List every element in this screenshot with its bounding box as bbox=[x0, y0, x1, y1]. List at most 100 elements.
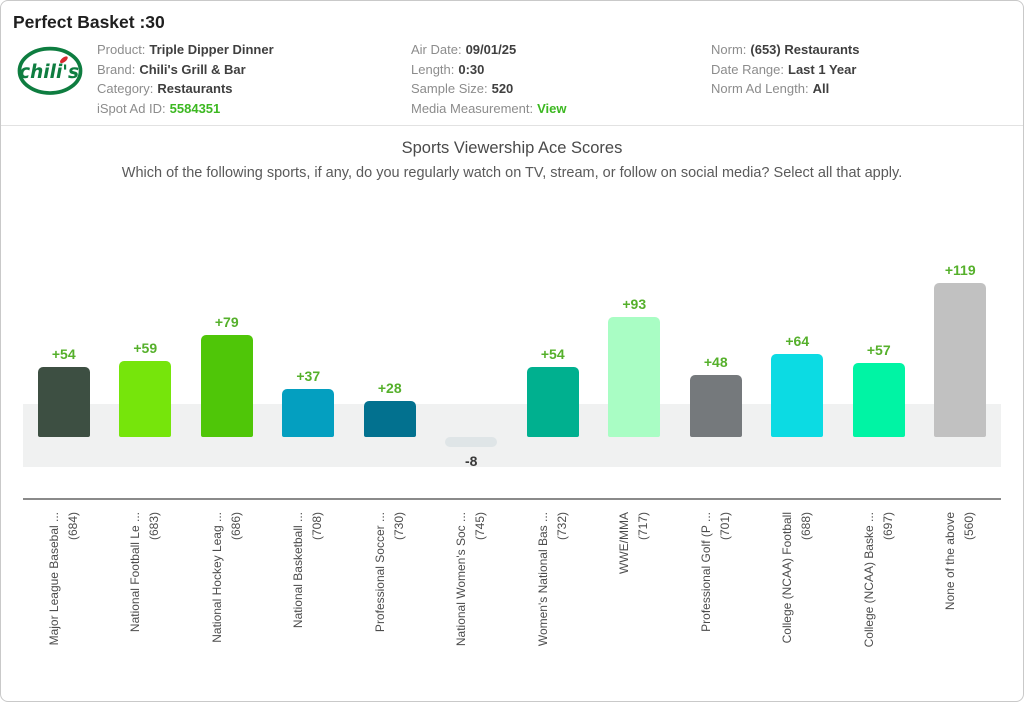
bar-7 bbox=[608, 317, 661, 437]
x-axis-label: National Basketball ... (708) bbox=[289, 512, 327, 662]
bar-value-label: +59 bbox=[133, 340, 158, 356]
category-name: National Football Le ... bbox=[128, 512, 143, 633]
bar-5 bbox=[445, 437, 498, 447]
x-axis-label: Women's National Bas ... (732) bbox=[534, 512, 572, 662]
ad-info-panel: chili's Product: Triple Dipper Dinner Bra… bbox=[13, 40, 1009, 118]
bar-3 bbox=[282, 389, 335, 437]
bar-1 bbox=[119, 361, 172, 437]
bar-value-label: +37 bbox=[296, 368, 321, 384]
media-measurement-view-link[interactable]: View bbox=[537, 100, 567, 116]
field-value: Chili's Grill & Bar bbox=[139, 61, 246, 77]
field-value: Last 1 Year bbox=[788, 61, 857, 77]
header: Perfect Basket :30 chili's Product: Tripl… bbox=[1, 1, 1023, 126]
info-row: Sample Size: 520 bbox=[411, 79, 711, 99]
norm-range-band bbox=[23, 404, 1001, 467]
category-count: (745) bbox=[473, 512, 488, 541]
x-label-slot-0: Major League Basebal ... (684) bbox=[23, 502, 105, 670]
info-row: Norm Ad Length: All bbox=[711, 79, 1009, 99]
chart-section: Sports Viewership Ace Scores Which of th… bbox=[1, 137, 1023, 670]
bar-slot-0: +54 bbox=[23, 250, 105, 498]
info-row: Brand: Chili's Grill & Bar bbox=[97, 60, 411, 80]
bar-11 bbox=[934, 283, 987, 437]
bar-value-label: +54 bbox=[540, 346, 565, 362]
bar-value-label: +28 bbox=[377, 380, 402, 396]
field-label: Norm: bbox=[711, 42, 747, 57]
bar-slot-7: +93 bbox=[594, 250, 676, 498]
category-count: (732) bbox=[554, 512, 569, 541]
bar-value-label: +54 bbox=[51, 346, 76, 362]
page-title: Perfect Basket :30 bbox=[13, 12, 165, 32]
info-col-airing: Air Date: 09/01/25 Length: 0:30 Sample Siz… bbox=[411, 40, 711, 118]
x-axis-label: College (NCAA) Baske ... (697) bbox=[860, 512, 898, 662]
chilis-logo-icon: chili's bbox=[17, 46, 83, 95]
chart-title: Sports Viewership Ace Scores bbox=[401, 139, 623, 157]
info-row: Norm: (653) Restaurants bbox=[711, 40, 1009, 60]
x-label-slot-9: College (NCAA) Football (688) bbox=[757, 502, 839, 670]
info-row: Media Measurement: View bbox=[411, 99, 711, 119]
bar-slot-2: +79 bbox=[186, 250, 268, 498]
category-count: (730) bbox=[391, 512, 406, 541]
bar-9 bbox=[771, 354, 824, 437]
x-axis-label: National Women's Soc ... (745) bbox=[452, 512, 490, 662]
x-label-slot-5: National Women's Soc ... (745) bbox=[431, 502, 513, 670]
x-axis-label: Professional Golf (P ... (701) bbox=[697, 512, 735, 662]
category-name: National Hockey Leag ... bbox=[209, 512, 224, 643]
info-row: Date Range: Last 1 Year bbox=[711, 60, 1009, 80]
info-col-product: Product: Triple Dipper Dinner Brand: Chili… bbox=[97, 40, 411, 118]
x-label-slot-2: National Hockey Leag ... (686) bbox=[186, 502, 268, 670]
x-label-slot-11: None of the above (560) bbox=[920, 502, 1002, 670]
field-label: Sample Size: bbox=[411, 81, 488, 96]
category-name: Professional Golf (P ... bbox=[698, 512, 713, 632]
info-row: Category: Restaurants bbox=[97, 79, 411, 99]
x-axis-label: National Hockey Leag ... (686) bbox=[208, 512, 246, 662]
x-axis-label: WWE/MMA (717) bbox=[615, 512, 653, 662]
bar-slot-9: +64 bbox=[757, 250, 839, 498]
bar-value-label: +93 bbox=[622, 296, 647, 312]
field-label: Category: bbox=[97, 81, 154, 96]
bar-0 bbox=[37, 367, 90, 437]
field-value: Triple Dipper Dinner bbox=[149, 42, 274, 57]
bar-slot-8: +48 bbox=[675, 250, 757, 498]
bar-value-label: +79 bbox=[214, 314, 239, 330]
chilis-logo-text: chili's bbox=[19, 62, 79, 83]
brand-logo: chili's bbox=[13, 40, 97, 118]
bar-value-label: +119 bbox=[944, 262, 976, 278]
bar-value-label: +57 bbox=[866, 342, 891, 358]
x-axis-label: None of the above (560) bbox=[941, 512, 979, 662]
field-value: 520 bbox=[491, 81, 514, 96]
bar-4 bbox=[363, 401, 416, 437]
field-label: Date Range: bbox=[711, 61, 784, 77]
category-count: (708) bbox=[310, 512, 325, 541]
category-name: College (NCAA) Football bbox=[780, 512, 795, 644]
category-count: (688) bbox=[799, 512, 814, 541]
bar-6 bbox=[526, 367, 579, 437]
info-row: Air Date: 09/01/25 bbox=[411, 40, 711, 60]
chili-pepper-icon bbox=[59, 56, 68, 64]
x-axis-labels: Major League Basebal ... (684) National Fo… bbox=[23, 502, 1001, 670]
field-value: 09/01/25 bbox=[465, 42, 517, 57]
info-col-norm: Norm: (653) Restaurants Date Range: Last 1… bbox=[711, 40, 1009, 118]
x-axis-label: Professional Soccer ... (730) bbox=[371, 512, 409, 662]
x-label-slot-8: Professional Golf (P ... (701) bbox=[675, 502, 757, 670]
bar-8 bbox=[689, 375, 742, 437]
category-name: WWE/MMA bbox=[617, 512, 632, 574]
field-label: Length: bbox=[411, 61, 455, 77]
category-count: (697) bbox=[880, 512, 895, 541]
bar-slot-3: +37 bbox=[268, 250, 350, 498]
category-count: (684) bbox=[65, 512, 80, 541]
x-axis-label: National Football Le ... (683) bbox=[126, 512, 164, 662]
category-count: (701) bbox=[717, 512, 732, 541]
info-row: Length: 0:30 bbox=[411, 60, 711, 80]
field-value: (653) Restaurants bbox=[750, 42, 860, 57]
bar-slot-11: +119 bbox=[920, 250, 1002, 498]
x-label-slot-1: National Football Le ... (683) bbox=[105, 502, 187, 670]
field-label: Product: bbox=[97, 42, 146, 57]
category-name: None of the above bbox=[943, 512, 958, 611]
x-axis-label: College (NCAA) Football (688) bbox=[778, 512, 816, 662]
field-label: Air Date: bbox=[411, 42, 462, 57]
category-name: Major League Basebal ... bbox=[46, 512, 61, 646]
info-row: iSpot Ad ID: 5584351 bbox=[97, 99, 411, 119]
bar-slot-1: +59 bbox=[105, 250, 187, 498]
ispot-ad-id-link[interactable]: 5584351 bbox=[169, 100, 221, 116]
